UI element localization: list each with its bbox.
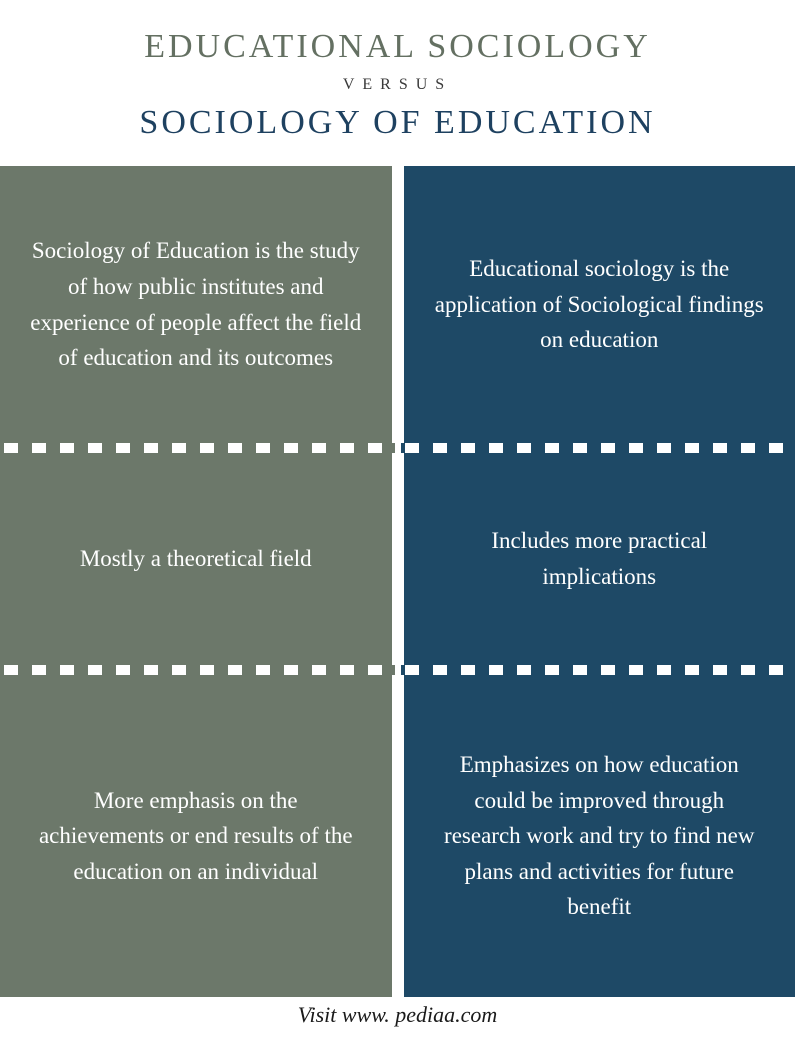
divider: [0, 665, 395, 675]
left-cell-3: More emphasis on the achievements or end…: [0, 675, 392, 997]
right-cell-1: Educational sociology is the application…: [404, 166, 795, 443]
versus-label: VERSUS: [20, 76, 775, 94]
divider: [401, 443, 795, 453]
divider: [0, 443, 395, 453]
title-top: EDUCATIONAL SOCIOLOGY: [20, 28, 775, 66]
footer-text: Visit www. pediaa.com: [0, 997, 795, 1040]
left-cell-1: Sociology of Education is the study of h…: [0, 166, 392, 443]
left-column: Sociology of Education is the study of h…: [0, 166, 395, 997]
comparison-grid: Sociology of Education is the study of h…: [0, 166, 795, 997]
right-cell-2: Includes more practical implications: [404, 453, 795, 665]
right-column: Educational sociology is the application…: [401, 166, 795, 997]
left-cell-2: Mostly a theoretical field: [0, 453, 392, 665]
right-cell-3: Emphasizes on how education could be imp…: [404, 675, 795, 997]
divider: [401, 665, 795, 675]
header: EDUCATIONAL SOCIOLOGY VERSUS SOCIOLOGY O…: [0, 0, 795, 166]
title-bottom: SOCIOLOGY OF EDUCATION: [20, 104, 775, 142]
